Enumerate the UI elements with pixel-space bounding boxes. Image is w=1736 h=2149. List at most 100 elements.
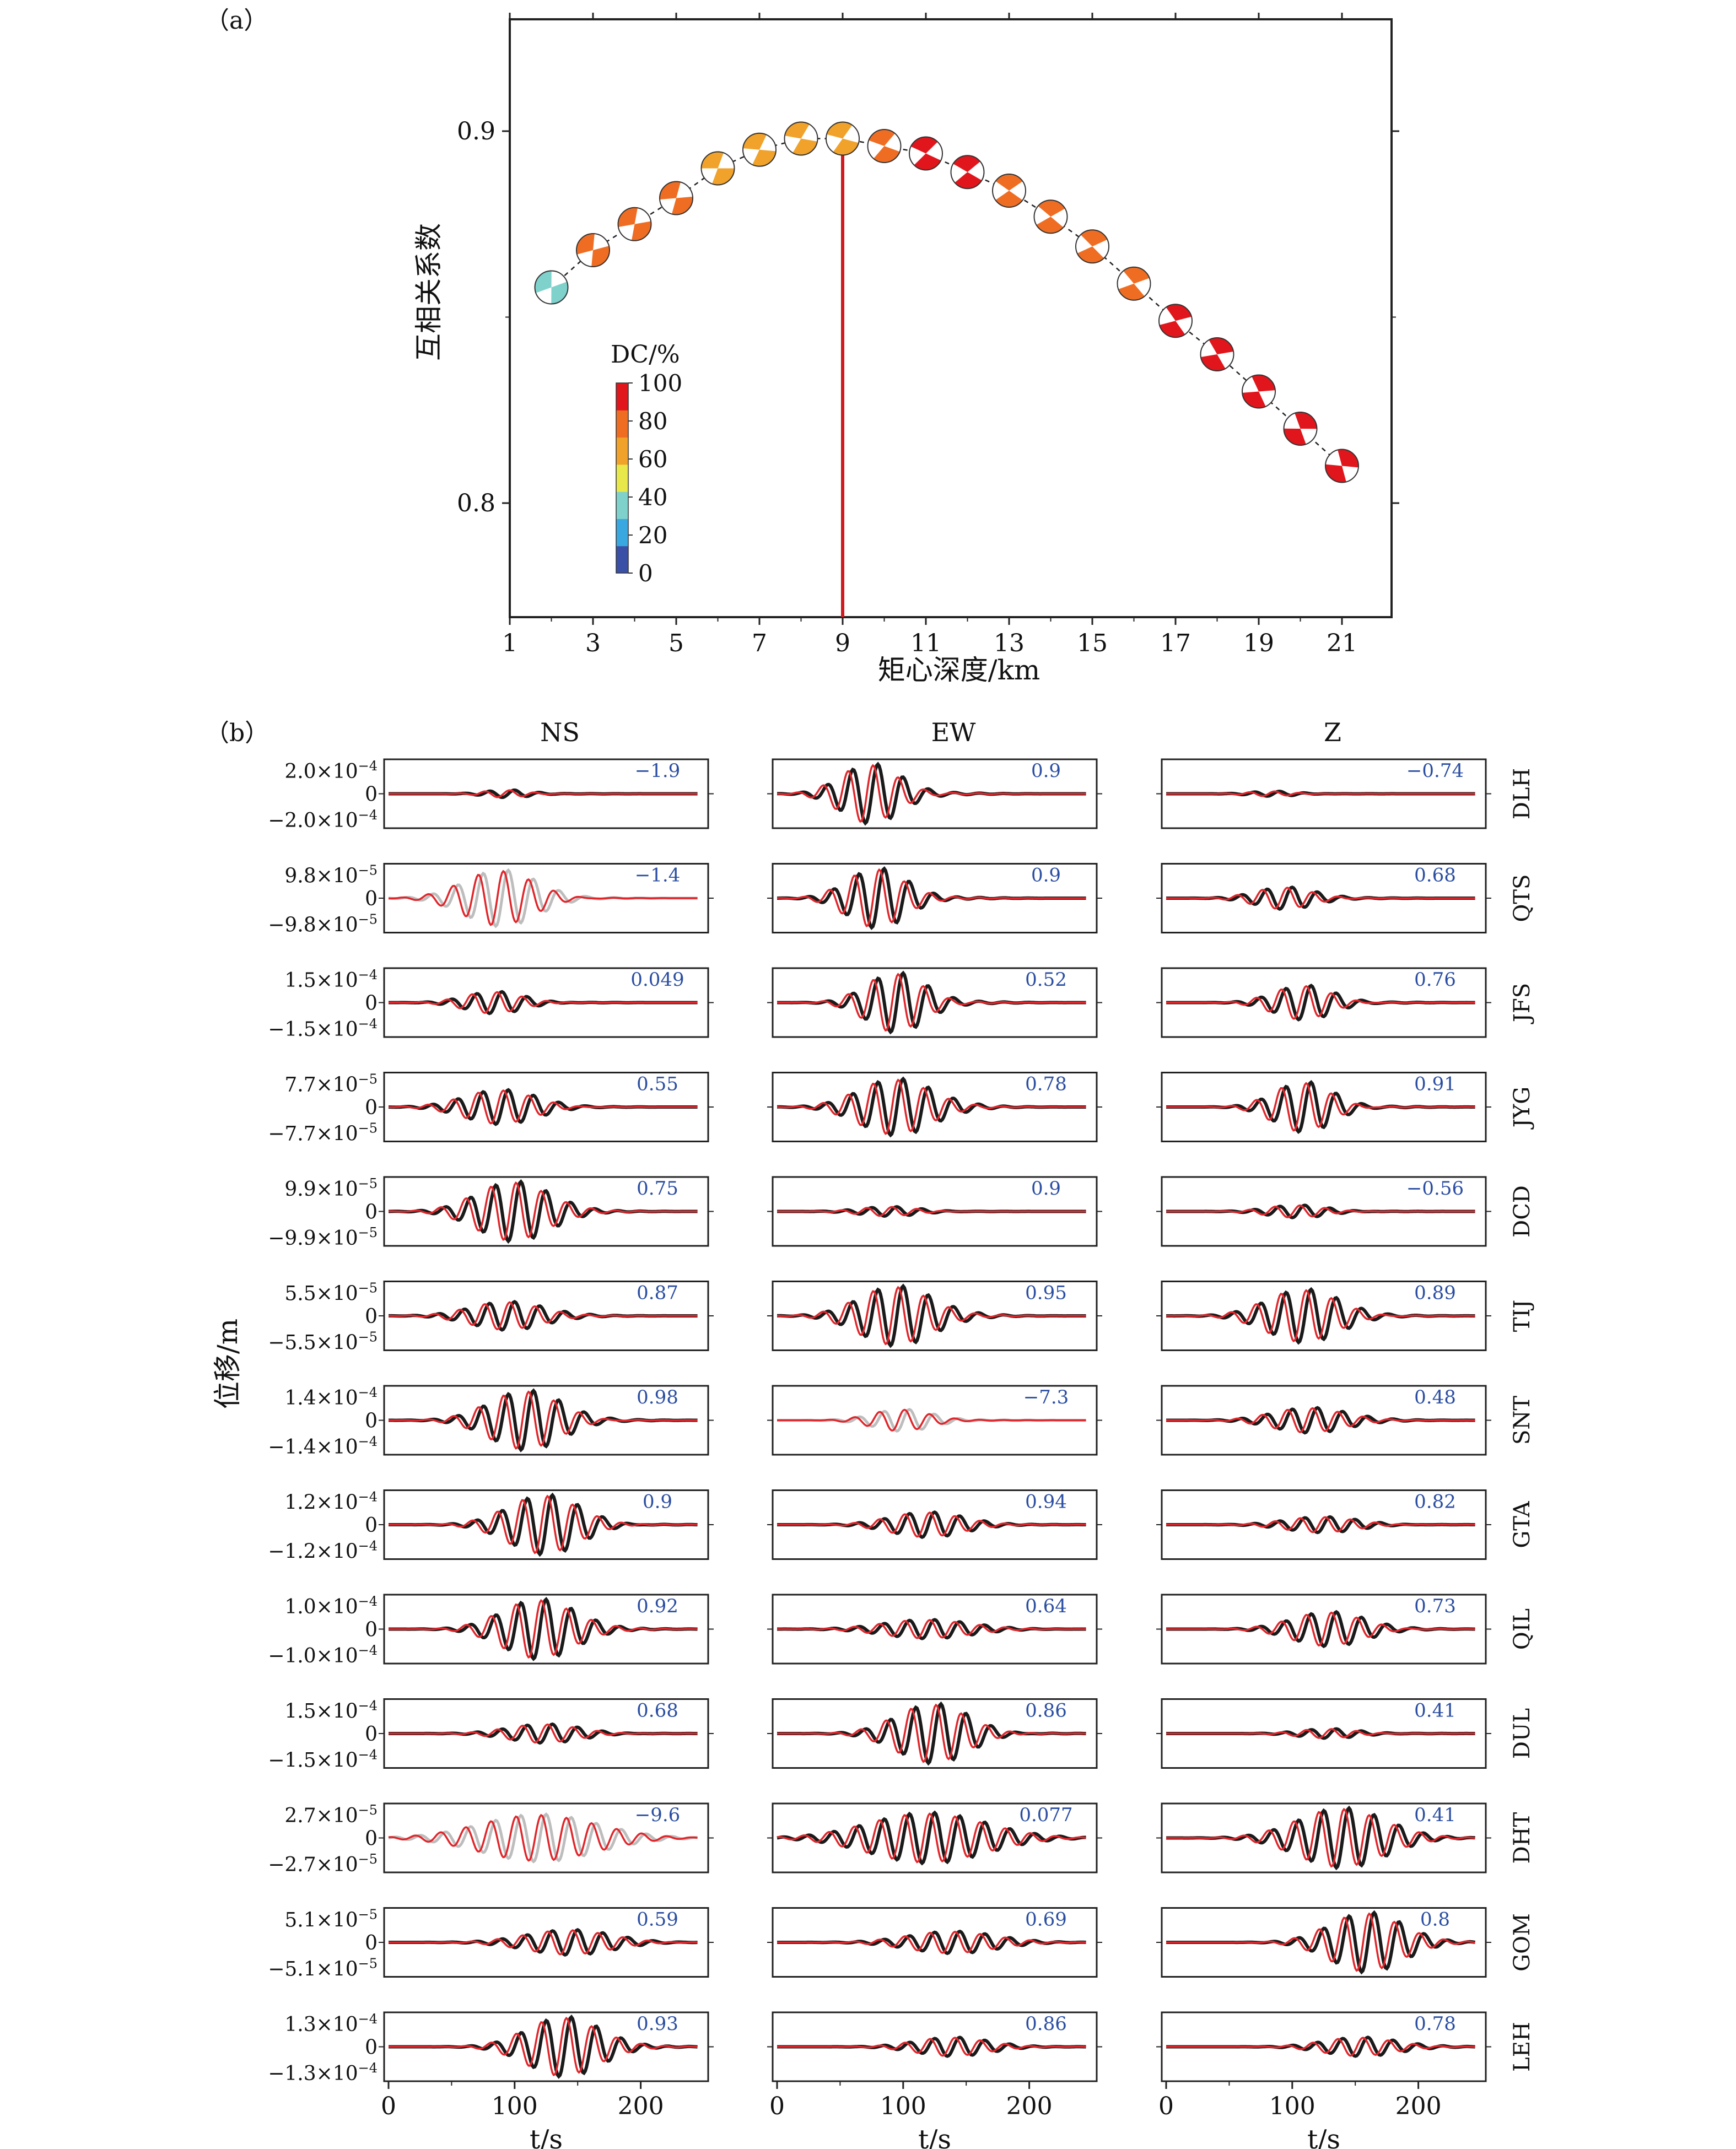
amplitude-label-bottom: −2.0×10−4 <box>268 807 378 832</box>
amplitude-exponent: −5 <box>358 1851 378 1867</box>
panel-b: （b） 位移/m NS EW Z 2.0×10−40−2.0×10−4−1.9 0… <box>205 717 1535 2149</box>
synthetic-waveform <box>388 1181 698 1241</box>
trace-panel-snt-z: 0.48 <box>1156 1385 1491 1456</box>
synthetic-waveform <box>388 1813 698 1862</box>
compressional-quadrant <box>712 168 735 185</box>
synthetic-waveform <box>1166 1611 1475 1647</box>
correlation-value: 0.8 <box>1420 1909 1450 1931</box>
colorbar: 100 80 60 40 20 0 <box>616 370 682 587</box>
beachball-depth-20 <box>1283 412 1318 446</box>
x-tick-label: 1 <box>502 629 517 657</box>
amplitude-label-top: 2.0×10−4 <box>284 758 378 783</box>
amplitude-label-top: 9.8×10−5 <box>284 863 378 888</box>
beachball-depth-5 <box>659 181 693 215</box>
correlation-value: 0.86 <box>1025 1700 1067 1722</box>
amplitude-exponent: −4 <box>358 1698 378 1714</box>
correlation-value: 0.82 <box>1414 1491 1456 1513</box>
x-tick-label: 13 <box>994 629 1025 657</box>
beachball-quadrants <box>1077 230 1108 263</box>
x-tick-label: 3 <box>585 629 601 657</box>
beachball-quadrants <box>1036 200 1065 234</box>
trace-panel-gta-ew: 0.94 <box>767 1489 1102 1560</box>
trace-panel-jyg-ew: 0.78 <box>767 1072 1102 1142</box>
beachball-quadrants <box>618 207 651 241</box>
correlation-value: 0.92 <box>637 1595 678 1617</box>
colorbar-segment <box>616 464 628 492</box>
time-tick-label: 100 <box>1269 2092 1316 2120</box>
amplitude-label-bottom: −5.1×10−5 <box>268 1956 378 1981</box>
colorbar-segment <box>616 519 628 547</box>
compressional-quadrant <box>1123 267 1150 284</box>
station-name: SNT <box>1509 1396 1535 1445</box>
colorbar-segment <box>616 546 628 574</box>
beachball-quadrants <box>701 152 735 185</box>
beachball-outline <box>700 151 735 186</box>
colorbar-segment <box>616 383 628 411</box>
trace-panel-dcd-ew: 0.9 <box>767 1176 1102 1247</box>
amplitude-exponent: −5 <box>358 1330 378 1345</box>
compressional-quadrant <box>995 191 1023 208</box>
x-tick-label: 11 <box>910 629 941 657</box>
trace-panel-gom-ew: 0.69 <box>767 1907 1102 1978</box>
synthetic-waveform <box>777 1511 1086 1538</box>
amplitude-label-zero: 0 <box>365 1723 378 1746</box>
panel-a-ylabel: 互相关系数 <box>413 223 445 361</box>
amplitude-label-zero: 0 <box>365 888 378 910</box>
trace-panel-snt-ew: −7.3 <box>767 1385 1102 1456</box>
compressional-quadrant <box>1077 246 1104 263</box>
station-row-gom: 5.1×10−50−5.1×10−5 0.59 0.69 0.8 GOM <box>268 1907 1535 1981</box>
trace-panel-dul-z: 0.41 <box>1156 1698 1491 1769</box>
amplitude-label-top: 1.4×10−4 <box>284 1385 378 1410</box>
amplitude-label-bottom: −1.0×10−4 <box>268 1643 378 1667</box>
trace-panel-jyg-ns: 0.55 <box>379 1072 714 1142</box>
time-axis-ns: 0 100 200 t/s <box>381 2081 664 2149</box>
amplitude-exponent: −4 <box>358 1538 378 1554</box>
synthetic-waveform <box>1166 985 1475 1020</box>
amplitude-label-bottom: −9.9×10−5 <box>268 1225 378 1250</box>
station-row-dcd: 9.9×10−50−9.9×10−5 0.75 0.9 −0.56 DCD <box>268 1176 1535 1250</box>
correlation-value: 0.69 <box>1025 1909 1067 1931</box>
correlation-value: 0.9 <box>1031 1178 1061 1200</box>
time-tick-label: 0 <box>381 2092 396 2120</box>
station-row-tij: 5.5×10−50−5.5×10−5 0.87 0.95 0.89 TIJ <box>268 1281 1535 1354</box>
synthetic-waveform <box>389 991 698 1014</box>
amplitude-label-top: 1.5×10−4 <box>284 967 378 992</box>
compressional-quadrant <box>1080 230 1108 247</box>
amplitude-label-zero: 0 <box>365 992 378 1015</box>
colorbar-segment <box>616 410 628 438</box>
column-title-ns: NS <box>540 717 580 747</box>
trace-panel-snt-ns: 0.98 <box>379 1385 714 1456</box>
amplitude-label-bottom: −1.5×10−4 <box>268 1747 378 1772</box>
trace-panel-qil-ew: 0.64 <box>767 1594 1102 1665</box>
synthetic-waveform <box>1166 1912 1475 1972</box>
correlation-value: 0.9 <box>643 1491 672 1513</box>
amplitude-exponent: −5 <box>358 1176 378 1191</box>
amplitude-label-zero: 0 <box>365 1514 378 1537</box>
beachball-outline <box>826 121 860 156</box>
amplitude-exponent: −4 <box>358 807 378 823</box>
compressional-quadrant <box>1038 200 1065 217</box>
station-name: GTA <box>1509 1500 1535 1548</box>
beachball-outline <box>1033 199 1068 234</box>
time-tick-label: 100 <box>880 2092 926 2120</box>
station-name: DLH <box>1509 768 1535 820</box>
correlation-value: 0.077 <box>1019 1804 1072 1826</box>
synthetic-waveform <box>389 1929 698 1956</box>
panel-a-marks <box>534 121 1359 617</box>
x-tick-label: 7 <box>752 629 767 657</box>
station-row-leh: 1.3×10−40−1.3×10−4 0.93 0.86 0.78 LEH <box>268 2011 1535 2085</box>
trace-panel-leh-ns: 0.93 <box>379 2011 714 2082</box>
amplitude-label-bottom: −1.4×10−4 <box>268 1434 378 1459</box>
correlation-value: 0.78 <box>1025 1073 1067 1095</box>
synthetic-waveform <box>1166 887 1475 910</box>
synthetic-waveform <box>777 1408 1086 1432</box>
amplitude-label-top: 5.1×10−5 <box>284 1907 378 1932</box>
correlation-value: 0.55 <box>637 1073 678 1095</box>
beachball-outline <box>534 270 569 305</box>
amplitude-label-zero: 0 <box>365 1201 378 1224</box>
beachball-outline <box>867 129 902 163</box>
compressional-quadrant <box>833 138 859 155</box>
colorbar-segment <box>616 437 628 465</box>
amplitude-exponent: −5 <box>358 1072 378 1087</box>
station-name: DCD <box>1509 1185 1535 1238</box>
